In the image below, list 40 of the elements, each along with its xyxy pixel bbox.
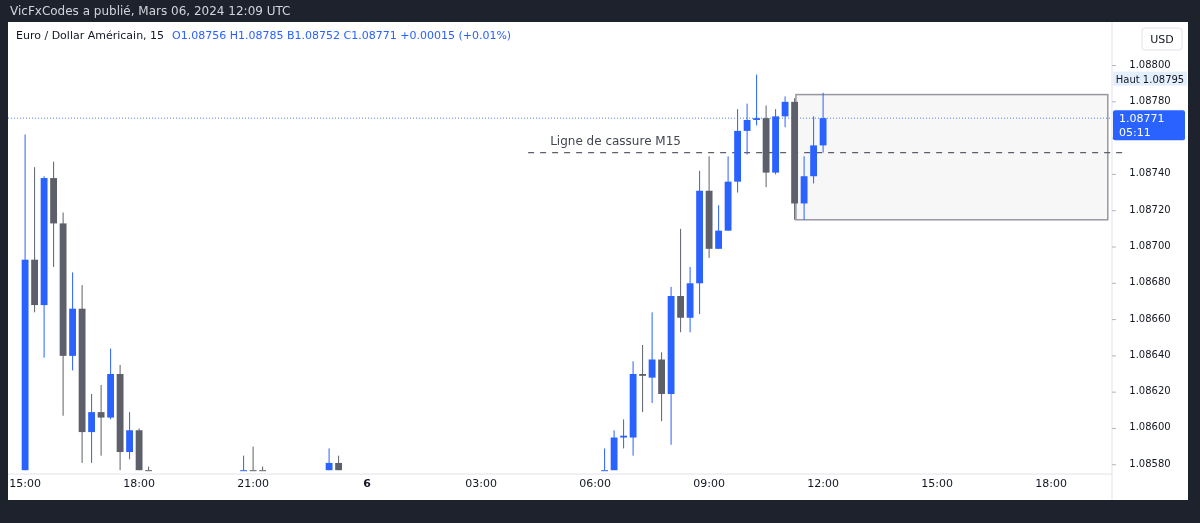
y-tick-label: 1.08620 <box>1129 385 1171 397</box>
candlestick <box>620 418 628 449</box>
x-tick-label: 18:00 <box>123 477 155 490</box>
y-tick-label: 1.08660 <box>1129 312 1171 324</box>
x-tick-label: 18:00 <box>1035 477 1067 490</box>
x-tick-label: 09:00 <box>693 477 725 490</box>
x-tick-label: 06:00 <box>579 477 611 490</box>
y-tick-label: 1.08680 <box>1129 276 1171 288</box>
ref-line-label: 1.08771 <box>1119 112 1165 126</box>
chart-subtitle: VicFxCodes a publié, Mars 06, 2024 12:09 UTC <box>10 4 291 18</box>
x-tick-label: 12:00 <box>807 477 839 490</box>
candlestick <box>677 228 685 333</box>
y-tick-label: 1.08720 <box>1129 203 1171 215</box>
candlestick <box>97 384 105 457</box>
candlestick <box>715 204 723 250</box>
y-tick-label: 1.08800 <box>1129 58 1171 70</box>
candlestick <box>601 447 609 472</box>
x-tick-label: 03:00 <box>465 477 497 490</box>
candlestick <box>240 455 248 472</box>
y-tick-label: 1.08580 <box>1129 457 1171 469</box>
ref-line-label: Ligne de cassure M15 <box>550 133 681 148</box>
candlestick <box>126 411 134 460</box>
candlestick <box>639 344 647 413</box>
text: 05:11 <box>1119 126 1151 140</box>
x-tick-label: 21:00 <box>237 477 269 490</box>
text: Euro / Dollar Américain, 15 <box>16 29 165 42</box>
y-axis-title: USD <box>1150 33 1174 46</box>
x-tick-label: 6 <box>363 477 372 490</box>
candlestick <box>88 393 96 464</box>
x-tick-label: 15:00 <box>921 477 953 490</box>
y-tick-label: 1.08640 <box>1129 348 1171 360</box>
y-tick-label: 1.08780 <box>1129 94 1171 106</box>
y-tick-label: 1.08600 <box>1129 421 1171 433</box>
annotation: O1.08756 H1.08785 B1.08752 C1.08771 +0.00015 (+0.01%) <box>172 29 512 42</box>
y-tick-label: 1.08740 <box>1129 167 1171 179</box>
y-tick-label: 1.08700 <box>1129 240 1171 251</box>
candlestick <box>648 311 656 404</box>
candlestick <box>249 446 257 472</box>
x-tick-label: 15:00 <box>9 477 41 490</box>
text: Haut 1.08795 <box>1115 73 1185 85</box>
